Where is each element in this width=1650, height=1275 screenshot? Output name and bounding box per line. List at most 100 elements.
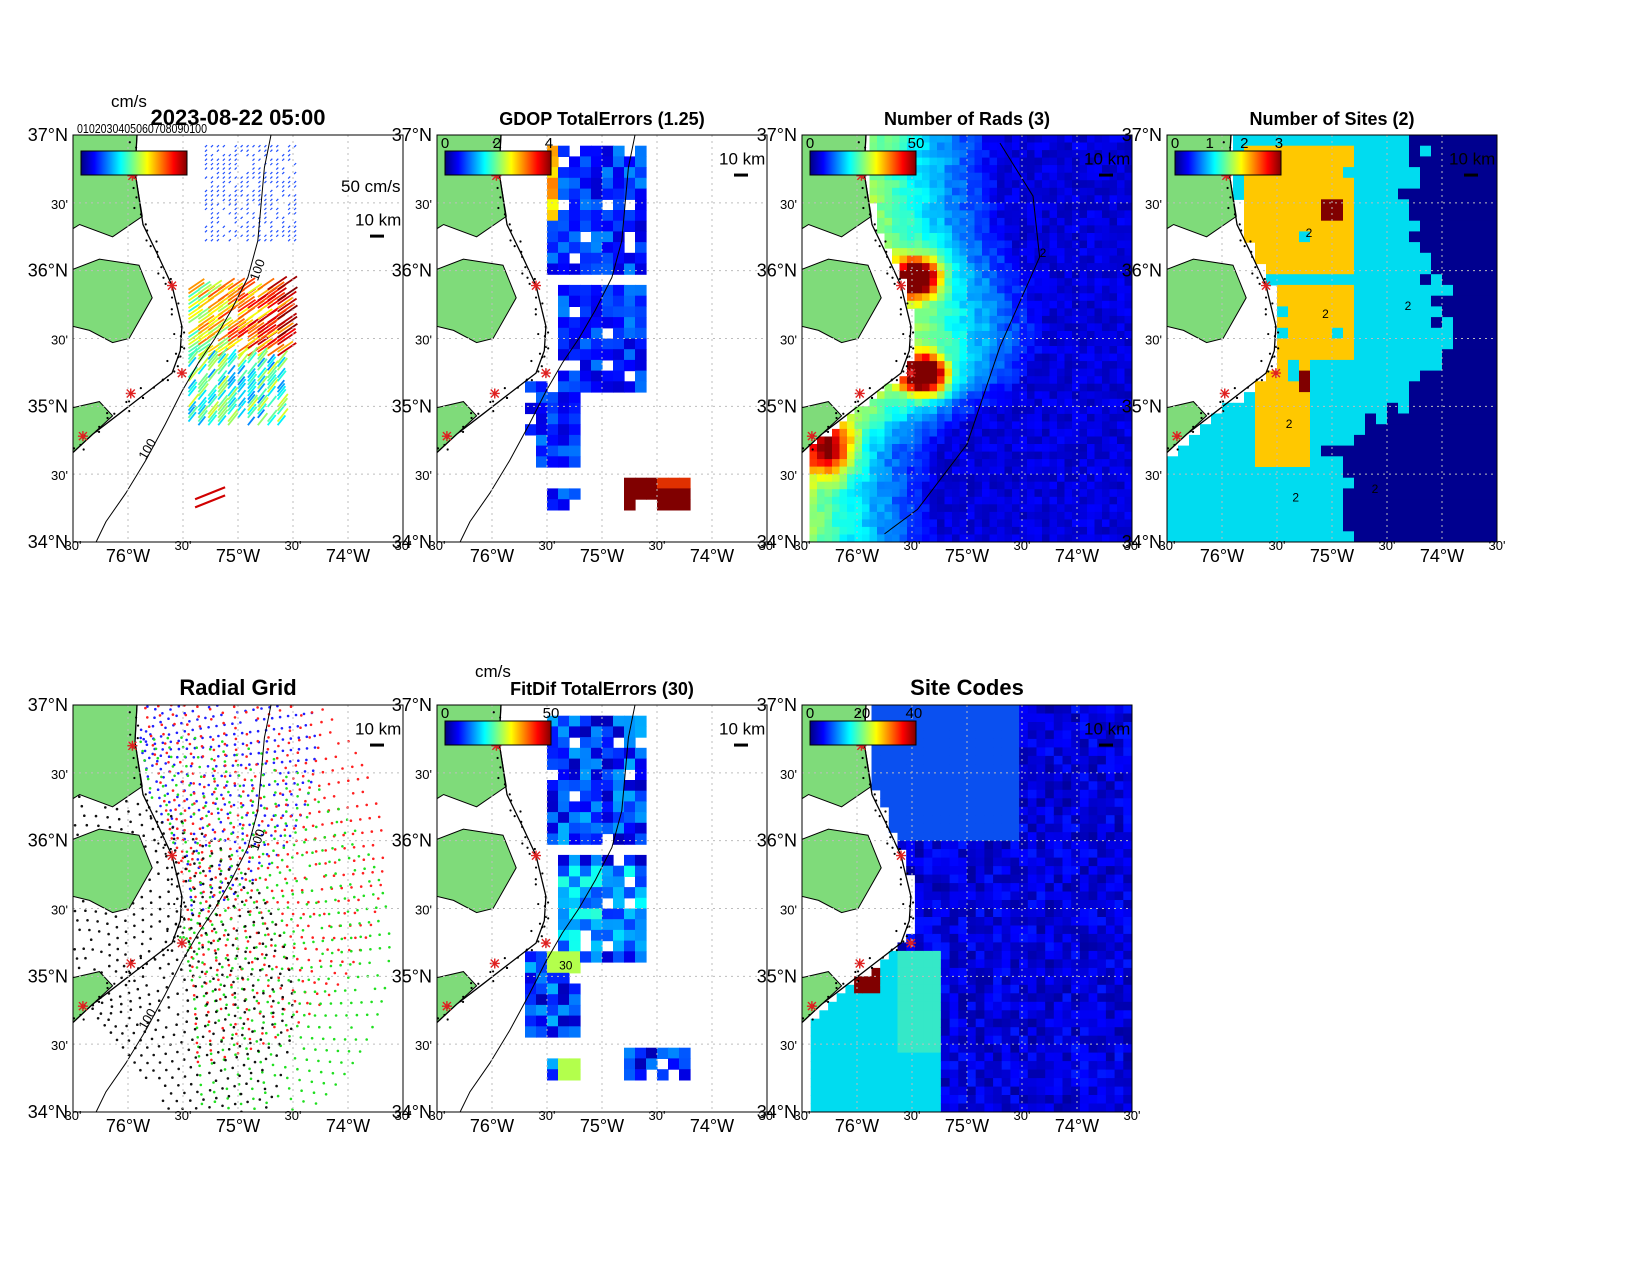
current-vector [197,314,215,328]
field-cell [1299,156,1311,168]
radial-grid-point [199,924,202,928]
radial-grid-point [191,709,195,713]
field-cell [1420,392,1432,404]
field-cell [974,496,983,505]
radial-grid-point [248,730,252,734]
radial-grid-point [286,853,290,856]
field-cell [1189,477,1201,489]
field-cell [1387,327,1399,340]
current-vector [276,397,289,412]
field-cell [1409,413,1421,425]
field-cell [1019,421,1028,430]
field-cell [1475,402,1487,415]
radial-grid-point [245,834,249,837]
field-cell [1117,496,1126,505]
current-vector [257,358,268,371]
coast-dot [173,370,176,373]
radial-grid-point [258,876,262,880]
coast-dot [160,266,163,269]
lon-tick-label: 76°W [835,546,879,566]
radial-grid-point [331,769,335,772]
field-cell [1464,284,1476,297]
field-cell [1064,263,1073,272]
current-vector [257,403,267,415]
field-cell [997,308,1006,317]
coast-dot [540,365,543,368]
field-cell [1042,474,1051,483]
field-cell [1354,145,1366,157]
field-cell [1310,402,1322,415]
field-cell [817,519,826,528]
field-cell [892,195,901,204]
field-cell [1049,135,1058,144]
field-cell [1453,392,1465,404]
field-cell [1109,406,1118,415]
field-cell [1102,428,1111,437]
current-vector [187,328,201,339]
radial-grid-point [239,721,242,724]
field-cell [914,428,923,437]
coast-dot [173,332,176,336]
current-vector [240,234,244,238]
radial-grid-point [189,895,193,899]
land-polygon [437,258,517,344]
field-cell [1094,391,1103,400]
field-cell [1409,156,1421,168]
field-cell [1354,242,1366,254]
field-cell [1079,489,1088,498]
field-cell [832,526,841,535]
field-cell [959,300,968,309]
field-cell [1042,248,1051,257]
current-vector [269,149,273,153]
radial-grid-point [226,975,229,979]
field-cell [1094,481,1103,490]
field-cell [1398,531,1410,542]
field-cell [1012,346,1021,355]
coast-dot [524,266,527,269]
field-cell [914,519,923,528]
current-vector [204,207,208,211]
radial-grid-point [343,847,346,850]
radial-grid-point [321,770,325,774]
field-cell [1332,210,1344,222]
radial-grid-point [357,898,360,902]
field-cell [1343,263,1355,275]
field-cell [1117,331,1126,340]
field-cell [591,317,603,329]
field-cell [914,300,923,309]
field-cell [809,534,818,542]
field-cell [1409,167,1421,179]
field-cell [1365,477,1377,489]
field-cell [1102,240,1111,249]
field-cell [1288,188,1300,200]
field-cell [558,231,570,243]
field-cell [937,210,946,219]
field-cell [602,317,614,329]
radial-grid-point [197,947,201,951]
field-cell [1255,177,1267,190]
current-vector [187,405,199,419]
field-cell [899,195,908,204]
radial-grid-point [298,788,302,791]
radial-grid-point [244,878,248,881]
field-cell [847,466,856,475]
coast-dot [170,313,173,316]
field-cell [937,421,946,430]
field-cell [1012,240,1021,249]
field-cell [944,308,953,317]
field-cell [1376,317,1388,329]
field-cell [1109,534,1118,542]
radial-grid-point [159,735,163,738]
radial-grid-point [220,920,223,923]
field-cell [1117,361,1126,370]
coast-dot [509,239,512,242]
current-vector [227,292,246,306]
radial-grid-point [373,910,377,914]
field-cell [1064,323,1073,332]
current-vector [252,162,255,166]
current-vector [217,379,229,393]
field-cell [1004,278,1013,287]
radial-grid-point [207,726,210,729]
coast-dot [141,396,145,400]
field-cell [952,361,961,370]
